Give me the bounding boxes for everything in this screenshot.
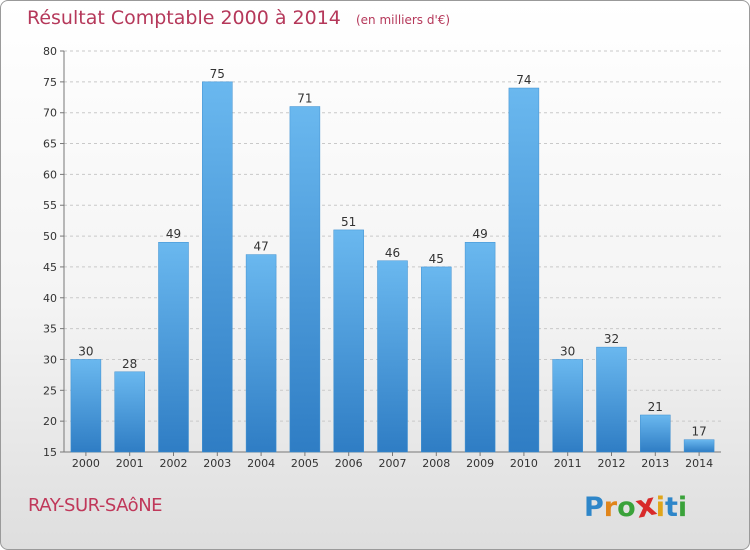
bar: [245, 254, 277, 453]
y-tick-label: 30: [43, 353, 57, 366]
bar: [596, 346, 627, 453]
data-label: 49: [166, 227, 181, 241]
x-tick-label: 2006: [335, 457, 363, 470]
data-label: 49: [472, 227, 487, 241]
x-tick-label: 2014: [685, 457, 713, 470]
x-tick-label: 2009: [466, 457, 494, 470]
proxiti-logo: Proxiti: [584, 486, 688, 525]
bar: [114, 371, 145, 453]
axes: 15 20 25 30 35 40 45 50 55 60 65 70 75 80 2000 2001 2002…: [43, 45, 721, 470]
x-tick-label: 2005: [291, 457, 319, 470]
bar: [508, 87, 540, 453]
data-label: 30: [78, 344, 93, 358]
data-label: 47: [253, 240, 268, 254]
x-tick-label: 2007: [379, 457, 407, 470]
data-label: 32: [604, 332, 619, 346]
data-label: 46: [385, 246, 400, 260]
y-tick-label: 50: [43, 230, 57, 243]
data-labels: 30 28 49 75 47 71 51 46 45 49 74 30 32 21 17: [78, 67, 706, 439]
logo-letter: i: [677, 492, 688, 523]
data-label: 45: [429, 252, 444, 266]
y-tick-label: 35: [43, 323, 57, 336]
data-label: 75: [210, 67, 225, 81]
bar: [70, 359, 102, 453]
x-tick-label: 2011: [554, 457, 582, 470]
logo-letter: t: [664, 492, 678, 523]
logo-letter: P: [584, 492, 604, 523]
bar: [464, 241, 496, 453]
data-label: 21: [648, 400, 663, 414]
y-tick-label: 70: [43, 107, 57, 120]
logo-letter: i: [655, 492, 665, 523]
x-tick-label: 2013: [641, 457, 669, 470]
bar: [333, 229, 364, 453]
y-tick-label: 25: [43, 384, 57, 397]
bars: [70, 81, 715, 453]
x-tick-label: 2000: [72, 457, 100, 470]
x-tick-label: 2001: [116, 457, 144, 470]
x-tick-label: 2004: [247, 457, 275, 470]
y-tick-label: 75: [43, 76, 57, 89]
y-tick-label: 80: [43, 45, 57, 58]
data-label: 51: [341, 215, 356, 229]
y-tick-label: 45: [43, 261, 57, 274]
bar: [683, 439, 715, 453]
data-label: 28: [122, 357, 137, 371]
data-label: 30: [560, 344, 575, 358]
y-tick-label: 55: [43, 199, 57, 212]
data-label: 71: [297, 92, 312, 106]
bar: [552, 359, 583, 453]
y-tick-label: 40: [43, 292, 57, 305]
bar: [377, 260, 408, 453]
x-tick-label: 2002: [160, 457, 188, 470]
data-label: 17: [691, 425, 706, 439]
data-label: 74: [516, 73, 531, 87]
y-tick-label: 15: [43, 446, 57, 459]
bar: [421, 266, 452, 453]
x-tick-label: 2003: [203, 457, 231, 470]
logo-letter: o: [617, 492, 636, 523]
chart-subtitle: (en milliers d'€): [355, 13, 451, 27]
y-tick-label: 20: [43, 415, 57, 428]
x-tick-label: 2008: [422, 457, 450, 470]
bar: [289, 106, 321, 453]
location-label: RAY-SUR-SAôNE: [28, 495, 163, 516]
title-row: Résultat Comptable 2000 à 2014 (en milli…: [27, 7, 450, 29]
y-tick-label: 65: [43, 138, 57, 151]
bar: [158, 241, 189, 453]
bar: [640, 414, 671, 453]
x-tick-label: 2012: [598, 457, 626, 470]
logo-letter: r: [603, 492, 618, 523]
x-tick-label: 2010: [510, 457, 538, 470]
bar: [202, 81, 233, 453]
y-tick-label: 60: [43, 168, 57, 181]
chart-title: Résultat Comptable 2000 à 2014: [27, 7, 341, 29]
